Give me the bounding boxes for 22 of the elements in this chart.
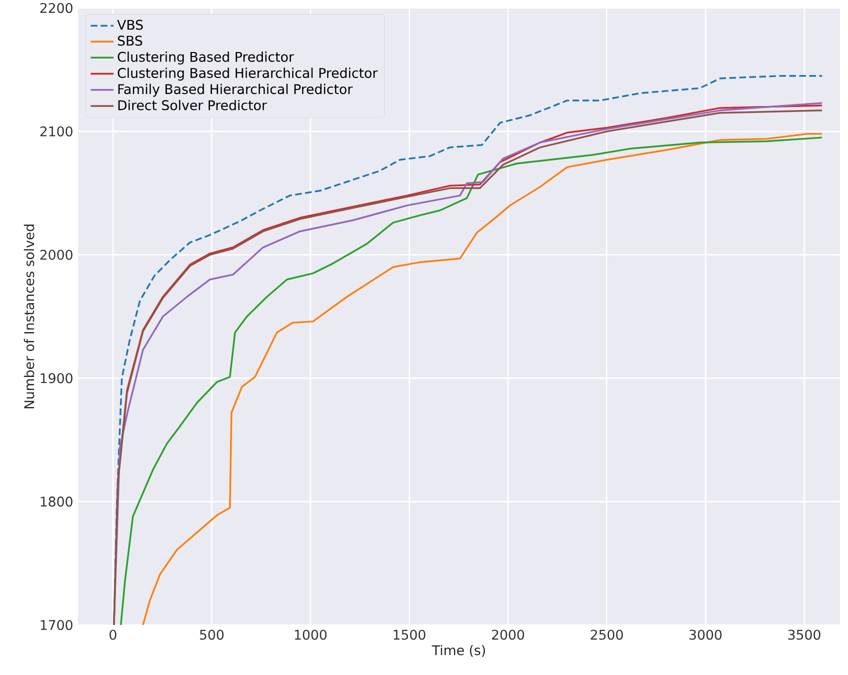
x-tick-label: 1500 [394,630,426,640]
x-tick-label: 3000 [690,630,722,640]
legend-label: Clustering Based Hierarchical Predictor [118,68,378,81]
legend-label: Direct Solver Predictor [118,100,267,110]
x-tick-label: 1000 [294,630,327,640]
y-tick-label: 2100 [40,126,72,136]
x-tick-label: 3500 [788,630,820,640]
legend-label: Family Based Hierarchical Predictor [118,84,353,97]
y-tick-label: 2000 [40,250,72,260]
x-tick-label: 0 [110,630,116,640]
y-tick-label: 1700 [40,620,72,630]
y-tick-label: 2200 [40,2,72,14]
y-tick-label: 1800 [40,496,72,507]
legend-label: SBS [118,36,142,46]
x-tick-label: 2000 [492,630,524,640]
y-axis-title: Number of Instances solved [24,224,34,408]
x-axis-title: Time (s) [432,644,485,657]
x-tick-label: 2500 [590,630,623,640]
x-tick-label: 500 [200,630,224,640]
y-tick-label: 1900 [40,373,72,384]
legend-label: Clustering Based Predictor [118,52,294,64]
legend-label: VBS [117,20,143,30]
